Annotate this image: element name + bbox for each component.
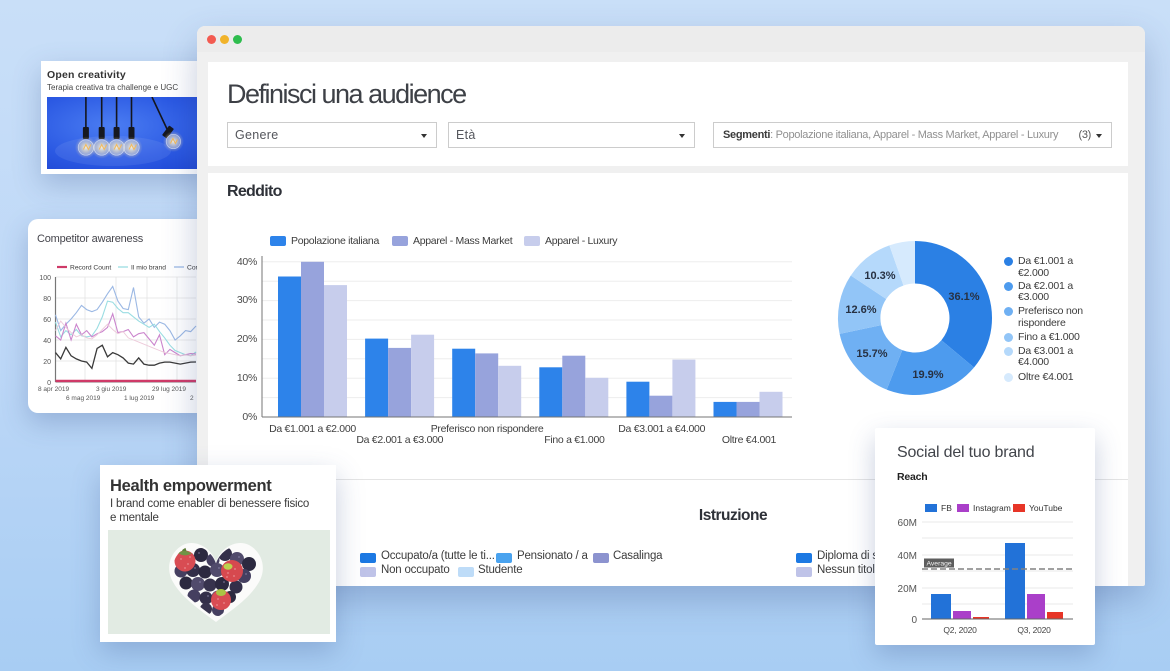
svg-text:6 mag 2019: 6 mag 2019 (66, 395, 101, 402)
svg-text:100: 100 (39, 275, 51, 282)
svg-text:80: 80 (43, 296, 51, 303)
svg-text:3 giu 2019: 3 giu 2019 (96, 386, 127, 393)
svg-text:Cor: Cor (187, 265, 199, 272)
svg-text:60M: 60M (898, 518, 917, 529)
svg-text:19.9%: 19.9% (912, 369, 943, 381)
svg-text:YouTube: YouTube (1029, 503, 1063, 513)
svg-text:Il mio brand: Il mio brand (131, 265, 166, 272)
svg-text:12.6%: 12.6% (845, 304, 876, 316)
svg-text:20: 20 (43, 359, 51, 366)
svg-text:Q3, 2020: Q3, 2020 (1017, 625, 1051, 635)
svg-text:15.7%: 15.7% (856, 348, 887, 360)
svg-text:40: 40 (43, 338, 51, 345)
svg-text:Average: Average (927, 561, 952, 568)
svg-text:10.3%: 10.3% (864, 270, 895, 282)
svg-text:60: 60 (43, 317, 51, 324)
svg-text:Q2, 2020: Q2, 2020 (943, 625, 977, 635)
svg-text:Record Count: Record Count (70, 265, 111, 272)
svg-text:20M: 20M (898, 584, 917, 595)
svg-text:29 lug 2019: 29 lug 2019 (152, 386, 186, 393)
svg-text:FB: FB (941, 503, 952, 513)
svg-text:8 apr 2019: 8 apr 2019 (38, 386, 69, 393)
svg-text:1 lug 2019: 1 lug 2019 (124, 395, 155, 402)
svg-text:36.1%: 36.1% (948, 291, 979, 303)
svg-text:40M: 40M (898, 551, 917, 562)
svg-text:0: 0 (911, 615, 917, 626)
svg-text:2: 2 (190, 395, 194, 402)
svg-text:Instagram: Instagram (973, 503, 1011, 513)
svg-text:0: 0 (47, 380, 51, 387)
